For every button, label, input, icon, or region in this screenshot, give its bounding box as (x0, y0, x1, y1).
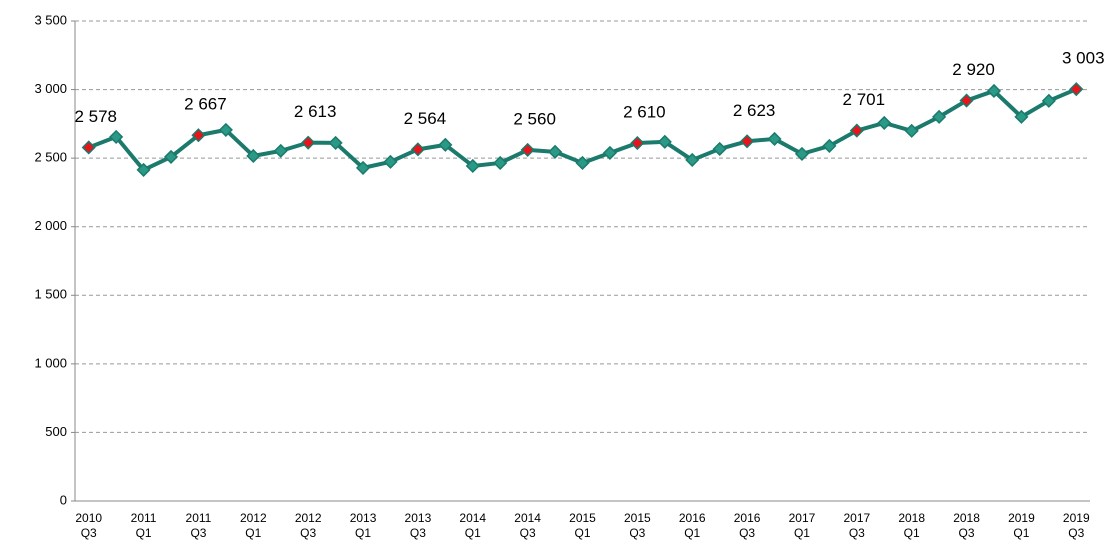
x-tick-label: 2014 (459, 511, 486, 525)
x-tick-label: Q3 (849, 526, 865, 540)
x-tick-label: Q3 (81, 526, 97, 540)
x-tick-label: 2012 (295, 511, 322, 525)
data-label: 2 701 (843, 90, 886, 109)
marker (877, 115, 892, 130)
x-tick-label: Q1 (245, 526, 261, 540)
x-tick-label: 2018 (953, 511, 980, 525)
x-tick-label: 2019 (1063, 511, 1090, 525)
marker (273, 143, 288, 158)
x-tick-label: Q1 (136, 526, 152, 540)
marker (136, 162, 151, 177)
marker (191, 128, 206, 143)
x-tick-label: 2013 (405, 511, 432, 525)
x-tick-label: 2013 (350, 511, 377, 525)
x-tick-label: 2016 (734, 511, 761, 525)
y-tick-label: 1 500 (34, 287, 67, 302)
data-label: 3 003 (1062, 49, 1105, 68)
x-tick-label: 2019 (1008, 511, 1035, 525)
marker (959, 93, 974, 108)
data-label: 2 623 (733, 101, 776, 120)
marker (163, 149, 179, 164)
marker (81, 140, 96, 155)
x-tick-label: Q1 (684, 526, 700, 540)
y-tick-label: 0 (60, 492, 67, 507)
x-tick-label: Q1 (904, 526, 920, 540)
x-tick-label: 2016 (679, 511, 706, 525)
x-tick-label: Q1 (574, 526, 590, 540)
y-tick-label: 500 (45, 424, 67, 439)
marker (904, 123, 919, 138)
marker (986, 83, 1002, 99)
x-tick-label: Q3 (959, 526, 975, 540)
x-tick-label: Q3 (520, 526, 536, 540)
x-tick-label: Q1 (1013, 526, 1029, 540)
marker (712, 141, 727, 157)
marker (630, 135, 645, 151)
marker (328, 135, 343, 150)
x-tick-label: 2012 (240, 511, 267, 525)
marker (438, 137, 453, 152)
x-tick-label: 2017 (789, 511, 816, 525)
marker (520, 142, 535, 157)
x-tick-label: Q3 (629, 526, 645, 540)
marker (1014, 109, 1029, 124)
x-tick-label: 2011 (131, 511, 157, 525)
x-tick-label: Q1 (465, 526, 481, 540)
data-label: 2 560 (513, 109, 556, 128)
data-label: 2 667 (184, 95, 227, 114)
data-label: 2 564 (404, 109, 447, 128)
x-tick-label: Q3 (1068, 526, 1084, 540)
marker (740, 134, 755, 149)
marker (602, 145, 617, 160)
marker (1041, 93, 1056, 108)
x-tick-label: 2018 (898, 511, 925, 525)
marker (794, 146, 810, 161)
marker (575, 155, 590, 171)
marker (109, 129, 124, 144)
marker (767, 131, 782, 147)
marker (465, 158, 480, 174)
marker (822, 138, 837, 153)
x-tick-label: 2017 (843, 511, 870, 525)
y-tick-label: 2 000 (34, 218, 67, 233)
data-label: 2 610 (623, 103, 666, 122)
x-tick-label: 2015 (569, 511, 596, 525)
marker (685, 152, 700, 167)
marker (246, 148, 261, 164)
marker (218, 122, 233, 137)
data-label: 2 578 (74, 107, 117, 126)
y-tick-label: 2 500 (34, 150, 67, 165)
marker (383, 154, 398, 169)
y-tick-label: 1 000 (34, 355, 67, 370)
x-tick-label: Q1 (355, 526, 371, 540)
marker (1069, 82, 1084, 97)
marker (849, 123, 864, 138)
y-tick-label: 3 500 (34, 12, 67, 27)
y-tick-label: 3 000 (34, 81, 67, 96)
data-label: 2 920 (952, 60, 995, 79)
x-tick-label: Q3 (190, 526, 206, 540)
x-tick-label: Q1 (794, 526, 810, 540)
x-tick-label: 2014 (514, 511, 541, 525)
marker (355, 160, 371, 175)
x-tick-label: 2011 (186, 511, 212, 525)
marker (548, 144, 563, 159)
marker (932, 109, 947, 124)
x-tick-label: Q3 (410, 526, 426, 540)
marker (410, 142, 425, 157)
x-tick-label: Q3 (739, 526, 755, 540)
x-tick-label: 2015 (624, 511, 651, 525)
marker (301, 135, 316, 150)
x-tick-label: Q3 (300, 526, 316, 540)
x-tick-label: 2010 (75, 511, 102, 525)
marker (493, 155, 508, 171)
marker (657, 134, 672, 149)
data-label: 2 613 (294, 102, 337, 121)
